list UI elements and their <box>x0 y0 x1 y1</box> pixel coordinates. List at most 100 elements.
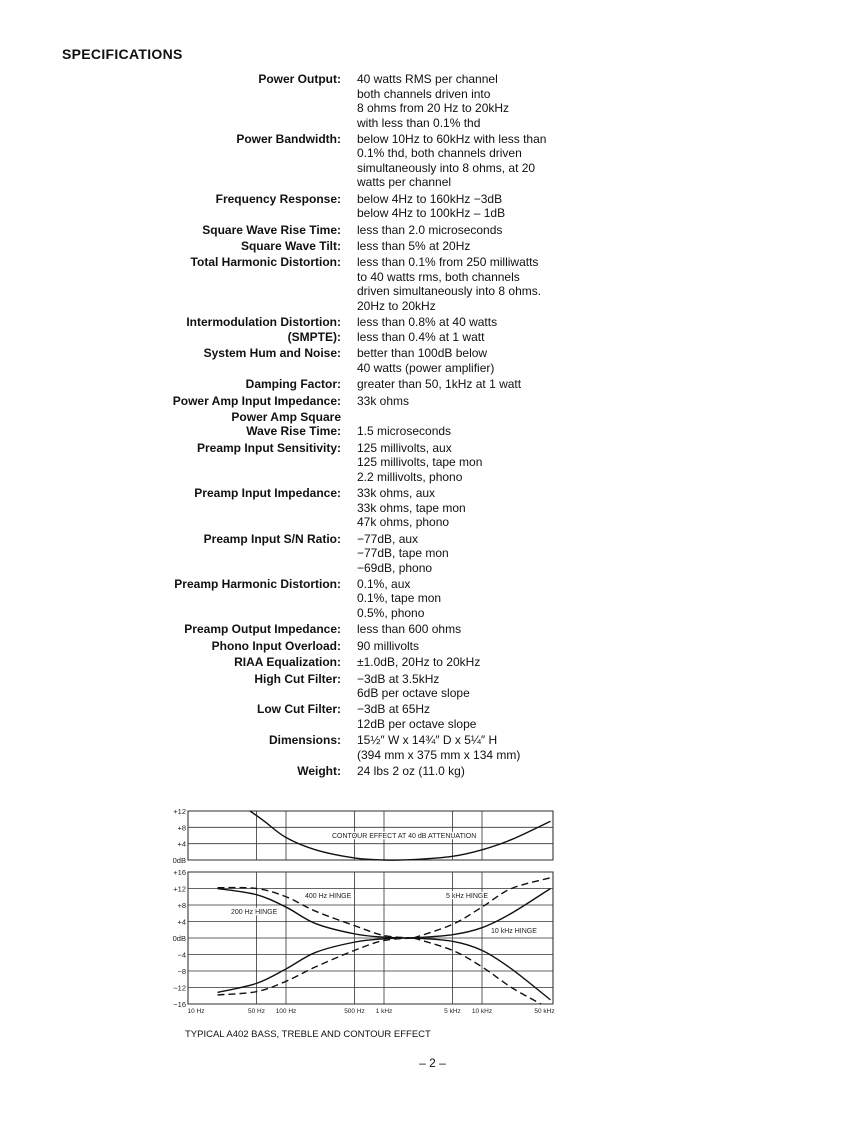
spec-value: 24 lbs 2 oz (11.0 kg) <box>357 764 465 779</box>
spec-row: Power Bandwidth: below 10Hz to 60kHz with… <box>150 132 600 190</box>
spec-value: −77dB, aux −77dB, tape mon −69dB, phono <box>357 531 449 575</box>
spec-row: Preamp Input S/N Ratio: −77dB, aux −77dB,… <box>150 532 600 576</box>
chart-caption: TYPICAL A402 BASS, TREBLE AND CONTOUR EF… <box>185 1029 431 1040</box>
spec-label: Square Wave Rise Time: <box>202 222 341 237</box>
y-tick-label: +4 <box>177 918 186 927</box>
spec-label: Power Amp Input Impedance: <box>172 393 341 408</box>
x-tick-label: 50 kHz <box>534 1008 554 1015</box>
x-tick-label: 500 Hz <box>344 1008 365 1015</box>
spec-value: 15½″ W x 14¾″ D x 5¼″ H (394 mm x 375 mm… <box>357 733 521 762</box>
specifications-list: Power Output: 40 watts RMS per channel bo… <box>150 72 600 781</box>
spec-value: 33k ohms <box>357 393 410 408</box>
spec-label: Preamp Harmonic Distortion: <box>174 576 341 591</box>
chart-annotation: 400 Hz HINGE <box>305 893 352 900</box>
spec-row: Square Wave Rise Time: less than 2.0 micr… <box>150 223 600 238</box>
x-tick-label: 100 Hz <box>276 1008 297 1015</box>
y-tick-label: 0dB <box>173 934 186 943</box>
spec-label: Damping Factor: <box>245 377 341 392</box>
series-line-1-5 <box>413 877 551 939</box>
spec-label: System Hum and Noise: <box>203 346 341 361</box>
spec-label: High Cut Filter: <box>254 671 341 686</box>
spec-row: Preamp Input Sensitivity: 125 millivolts,… <box>150 441 600 485</box>
y-tick-label: +8 <box>177 901 186 910</box>
x-tick-label: 10 Hz <box>188 1008 205 1015</box>
page-title: SPECIFICATIONS <box>62 46 183 62</box>
series-line-0-0 <box>249 810 551 861</box>
spec-label: Power Output: <box>258 72 341 86</box>
spec-value: 125 millivolts, aux 125 millivolts, tape… <box>357 440 483 484</box>
spec-value: 33k ohms, aux 33k ohms, tape mon 47k ohm… <box>357 486 466 530</box>
chart-annotation: 10 kHz HINGE <box>491 928 537 935</box>
spec-label: Preamp Input Impedance: <box>194 486 341 501</box>
series-line-1-2 <box>217 937 414 994</box>
y-tick-label: +12 <box>173 807 186 816</box>
spec-row: Frequency Response: below 4Hz to 160kHz −… <box>150 192 600 221</box>
spec-value: below 10Hz to 60kHz with less than 0.1% … <box>357 131 547 190</box>
y-tick-label: −4 <box>177 951 186 960</box>
spec-value: greater than 50, 1kHz at 1 watt <box>357 377 522 392</box>
spec-label: Preamp Input S/N Ratio: <box>203 531 341 546</box>
x-tick-label: 50 Hz <box>248 1008 265 1015</box>
spec-row: Preamp Output Impedance: less than 600 oh… <box>150 622 600 637</box>
series-line-1-7 <box>413 937 542 1005</box>
spec-row: Preamp Harmonic Distortion: 0.1%, aux 0.1… <box>150 577 600 621</box>
spec-row: Power Amp Square Wave Rise Time: 1.5 micr… <box>150 410 600 439</box>
spec-label: Intermodulation Distortion: (SMPTE): <box>186 315 341 344</box>
spec-row: Dimensions: 15½″ W x 14¾″ D x 5¼″ H (394 … <box>150 733 600 762</box>
spec-label: Frequency Response: <box>215 191 341 206</box>
x-tick-label: 10 kHz <box>472 1008 492 1015</box>
spec-value: less than 600 ohms <box>357 622 462 637</box>
spec-label: RIAA Equalization: <box>234 655 341 670</box>
y-tick-label: −8 <box>177 967 186 976</box>
spec-value: 90 millivolts <box>357 638 420 653</box>
series-line-1-0 <box>217 887 414 939</box>
spec-row: Weight: 24 lbs 2 oz (11.0 kg) <box>150 764 600 779</box>
chart-annotation: 200 Hz HINGE <box>231 909 278 916</box>
spec-value: 40 watts RMS per channel both channels d… <box>357 72 510 130</box>
y-tick-label: +12 <box>173 885 186 894</box>
spec-label: Total Harmonic Distortion: <box>190 255 341 270</box>
spec-value: 1.5 microseconds <box>357 424 452 439</box>
spec-label: Low Cut Filter: <box>257 702 341 717</box>
spec-value: less than 0.1% from 250 milliwatts to 40… <box>357 255 542 313</box>
series-line-1-6 <box>413 937 551 1001</box>
spec-value: 0.1%, aux 0.1%, tape mon 0.5%, phono <box>357 576 442 620</box>
spec-row: Damping Factor: greater than 50, 1kHz at … <box>150 377 600 392</box>
y-tick-label: −16 <box>173 1000 186 1009</box>
spec-value: below 4Hz to 160kHz −3dB below 4Hz to 10… <box>357 191 506 221</box>
spec-value: less than 5% at 20Hz <box>357 239 471 254</box>
spec-label: Weight: <box>297 764 341 779</box>
x-tick-label: 5 kHz <box>444 1008 461 1015</box>
x-tick-label: 1 kHz <box>376 1008 393 1015</box>
y-tick-label: −12 <box>173 984 186 993</box>
spec-row: Phono Input Overload: 90 millivolts <box>150 639 600 654</box>
spec-label: Preamp Output Impedance: <box>184 622 341 637</box>
spec-row: Low Cut Filter: −3dB at 65Hz 12dB per oct… <box>150 702 600 731</box>
y-tick-label: +4 <box>177 840 186 849</box>
y-tick-label: +16 <box>173 868 186 877</box>
spec-value: −3dB at 65Hz 12dB per octave slope <box>357 702 477 731</box>
spec-row: Total Harmonic Distortion: less than 0.1%… <box>150 255 600 313</box>
series-line-1-4 <box>413 887 551 939</box>
series-line-1-3 <box>217 937 414 996</box>
y-tick-label: +8 <box>177 823 186 832</box>
spec-value: better than 100dB below 40 watts (power … <box>357 346 495 375</box>
spec-row: Power Amp Input Impedance: 33k ohms <box>150 394 600 409</box>
spec-row: Preamp Input Impedance: 33k ohms, aux 33k… <box>150 486 600 530</box>
spec-label: Phono Input Overload: <box>211 638 341 653</box>
spec-row: RIAA Equalization: ±1.0dB, 20Hz to 20kHz <box>150 655 600 670</box>
chart-annotation: CONTOUR EFFECT AT 40 dB ATTENUATION <box>332 833 476 840</box>
spec-label: Square Wave Tilt: <box>240 239 341 254</box>
y-tick-label: 0dB <box>173 856 186 865</box>
spec-row: High Cut Filter: −3dB at 3.5kHz 6dB per o… <box>150 672 600 701</box>
spec-row: Intermodulation Distortion: (SMPTE): less… <box>150 315 600 344</box>
spec-value: less than 0.8% at 40 watts less than 0.4… <box>357 315 498 344</box>
spec-row: Square Wave Tilt: less than 5% at 20Hz <box>150 239 600 254</box>
spec-label: Power Bandwidth: <box>236 131 341 146</box>
spec-row: System Hum and Noise: better than 100dB b… <box>150 346 600 375</box>
spec-value: ±1.0dB, 20Hz to 20kHz <box>357 655 481 670</box>
spec-row: Power Output: 40 watts RMS per channel bo… <box>150 72 600 130</box>
spec-label: Dimensions: <box>268 733 341 748</box>
spec-label: Preamp Input Sensitivity: <box>196 440 341 455</box>
